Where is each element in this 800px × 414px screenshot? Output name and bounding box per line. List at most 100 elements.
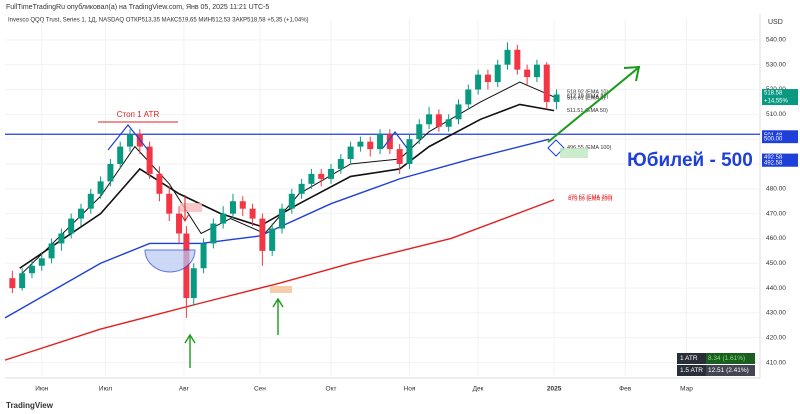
- atr-value-bg: [706, 353, 755, 364]
- x-tick-label: Июл: [99, 386, 112, 393]
- x-tick-label: Фев: [619, 386, 632, 393]
- atr-value: 8.34 (1.61%): [708, 355, 745, 362]
- zone: [180, 203, 202, 212]
- change-tag-label: +14,55%: [764, 99, 789, 105]
- candle-body: [156, 173, 163, 194]
- candle-body: [357, 141, 364, 147]
- ema-label: 496.55 (EMA 100): [567, 145, 612, 151]
- candle-body: [288, 193, 295, 209]
- zone: [270, 286, 292, 293]
- y-tick-label: 460.00: [766, 235, 786, 242]
- currency: USD: [768, 19, 783, 26]
- x-tick-label: Дек: [473, 386, 484, 393]
- header: FullTimeTradingRu опубликовал(а) на Trad…: [6, 3, 269, 11]
- candle-body: [367, 141, 374, 150]
- candle-body: [494, 64, 501, 83]
- candle-body: [68, 218, 75, 234]
- candle-body: [229, 201, 236, 214]
- candle-body: [543, 64, 550, 102]
- arrow: [547, 67, 639, 143]
- candle-body: [87, 193, 94, 209]
- y-tick-label: 470.00: [766, 210, 786, 217]
- price-tag: [762, 153, 798, 162]
- candle-body: [435, 114, 442, 127]
- candle-body: [259, 218, 266, 251]
- atr-name: 1.5 ATR: [680, 367, 703, 374]
- x-tick-label: Сен: [254, 386, 266, 393]
- candle-body: [504, 49, 511, 65]
- candle-body: [514, 49, 521, 70]
- arrow: [180, 213, 190, 223]
- arrow: [272, 297, 284, 308]
- candle-body: [127, 134, 134, 147]
- y-tick-label: 480.00: [766, 186, 786, 193]
- candle-body: [386, 134, 393, 150]
- x-tick-label: Ноя: [404, 386, 416, 393]
- candle-body: [176, 213, 183, 234]
- y-tick-label: 510.00: [766, 111, 786, 118]
- atr-value: 12.51 (2.41%): [708, 367, 749, 374]
- candle-body: [465, 89, 472, 105]
- candle-body: [328, 168, 335, 179]
- highlight: [144, 249, 196, 273]
- y-tick-label: 440.00: [766, 285, 786, 292]
- price-tag-label: 518.58: [764, 91, 783, 97]
- candle-body: [146, 146, 153, 174]
- candle-body: [416, 124, 423, 140]
- candle-body: [396, 149, 403, 164]
- ema-label: 475.89 (EMA 200): [568, 196, 613, 202]
- price-tag: [762, 135, 798, 144]
- candle-body: [308, 173, 315, 184]
- candle-body: [406, 139, 413, 164]
- candle-body: [210, 223, 217, 244]
- stop-label: Стоп 1 ATR: [117, 110, 160, 119]
- ema-label: 511.51 (EMA 50): [567, 108, 608, 114]
- price-tag-label: 492.58: [764, 160, 783, 166]
- ema-label: 518.92 (EMA 10): [567, 90, 608, 96]
- atr-value-bg: [706, 365, 755, 376]
- candle-body: [484, 74, 491, 83]
- candle-body: [455, 104, 462, 120]
- candle-body: [475, 74, 482, 90]
- ema-label: 517.10 (EMA 20): [567, 94, 608, 100]
- marker: [107, 124, 149, 151]
- candle-body: [269, 228, 276, 251]
- x-tick-label: Авг: [179, 386, 190, 393]
- candle-body: [377, 134, 384, 150]
- candle-body: [97, 181, 104, 194]
- candle-body: [190, 268, 197, 299]
- x-tick-label: 2025: [547, 386, 562, 393]
- x-tick-label: Мар: [680, 386, 693, 393]
- candle-body: [278, 208, 285, 229]
- footer: TradingView: [6, 401, 54, 410]
- candle-body: [19, 273, 26, 289]
- candle-body: [107, 163, 114, 182]
- y-tick-label: 430.00: [766, 310, 786, 317]
- candle-body: [249, 208, 256, 219]
- y-tick-label: 540.00: [766, 37, 786, 44]
- price-tag-label: 492.58: [764, 155, 783, 161]
- y-tick-label: 450.00: [766, 260, 786, 267]
- candle-body: [553, 94, 560, 102]
- ema-line: [19, 103, 555, 269]
- candle-body: [38, 258, 45, 266]
- ema-line: [4, 199, 555, 361]
- price-tag: [762, 158, 798, 167]
- arrow: [184, 333, 196, 344]
- price-tag: [762, 89, 798, 98]
- candle-body: [318, 173, 325, 179]
- candle-body: [200, 243, 207, 269]
- candle-body: [426, 114, 433, 125]
- candle-body: [298, 183, 305, 194]
- info: Invesco QQQ Trust, Series 1, 1Д, NASDAQ …: [8, 18, 309, 24]
- candle-body: [48, 243, 55, 259]
- candle-body: [337, 159, 344, 169]
- candle-body: [166, 193, 173, 214]
- candle-body: [77, 208, 84, 219]
- marker: [382, 131, 408, 149]
- price-tag-label: 500.00: [764, 137, 783, 143]
- candle-body: [533, 64, 540, 78]
- candle-body: [347, 146, 354, 160]
- candle-body: [239, 201, 246, 209]
